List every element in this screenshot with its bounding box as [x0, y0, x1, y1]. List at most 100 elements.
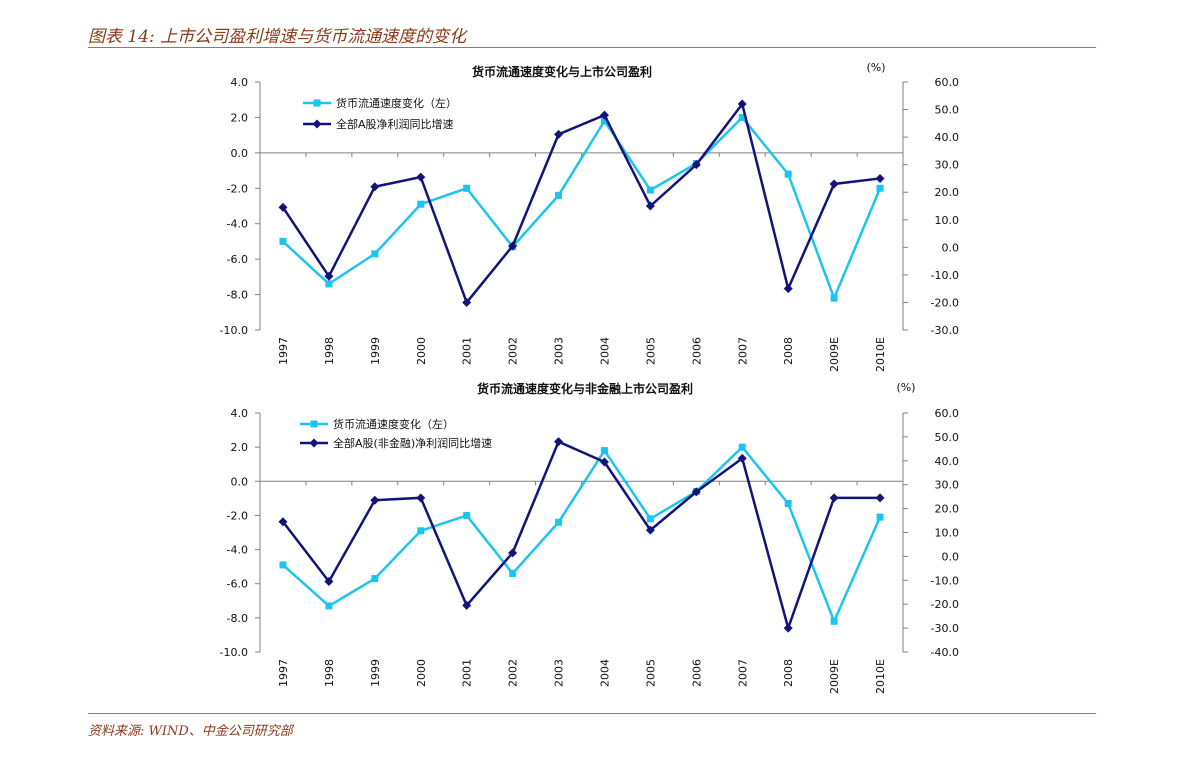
chart1-legend-2-marker [312, 119, 322, 129]
chart2-series-1-point [371, 575, 379, 583]
chart2-x-tick-label: 2004 [598, 659, 611, 687]
chart1-right-tick-label: 10.0 [935, 214, 960, 227]
chart1-right-tick-label: 20.0 [935, 186, 960, 199]
chart1-series-1-line [282, 115, 882, 302]
chart1-x-tick-label: 2000 [415, 337, 428, 365]
chart2-right-tick-label: 30.0 [935, 479, 960, 492]
chart1-legend-2-label: 全部A股净利润同比增速 [336, 117, 454, 131]
chart2-x-tick-label: 2001 [461, 659, 474, 687]
page-title: 图表 14: 上市公司盈利增速与货币流通速度的变化 [88, 27, 467, 47]
chart1-series-2-point [737, 99, 747, 109]
chart1-left-tick-label: 0.0 [231, 147, 249, 160]
chart1-series-2-point [783, 284, 793, 294]
chart1-x-tick-label: 2003 [553, 337, 566, 365]
chart2-right-tick-label: 40.0 [935, 455, 960, 468]
chart1-series-1-point [600, 117, 608, 125]
chart1-left-tick-label: -6.0 [227, 253, 248, 266]
chart1-series-1-point [738, 113, 746, 121]
chart1-series-1-point [555, 191, 563, 199]
chart2-x-tick-label: 2009E [828, 659, 841, 694]
chart2-left-tick-label: 0.0 [231, 475, 249, 488]
chart1-right-tick-label: 40.0 [935, 131, 960, 144]
chart2-series-2-point [370, 495, 380, 505]
chart1-series-2-point [508, 241, 518, 251]
chart2-legend-1-label: 货币流通速度变化（左） [333, 417, 454, 431]
chart2-series-2-point [783, 623, 793, 633]
chart1-left-tick-label: -10.0 [220, 324, 248, 337]
source-note: 资料来源: WIND、中金公司研究部 [88, 724, 293, 739]
chart1-series-2-line [281, 101, 881, 305]
chart2-series-2-point [508, 548, 518, 558]
chart2-legend-2-marker [309, 438, 319, 448]
chart1-x-tick-label: 2007 [736, 337, 749, 365]
chart2-series-1-point [555, 518, 563, 526]
chart2-left-tick-label: -6.0 [227, 578, 248, 591]
chart1-x-tick-label: 1997 [277, 337, 290, 365]
chart2-series-2-point [462, 600, 472, 610]
chart2-legend-1-marker [310, 420, 318, 428]
chart1-left-tick-label: -4.0 [227, 218, 248, 231]
chart2-series-2-point [691, 487, 701, 497]
chart1-right-tick-label: 60.0 [935, 76, 960, 89]
chart1-series-2-point [278, 202, 288, 212]
chart1-x-tick-label: 2006 [690, 337, 703, 365]
chart2-left-tick-label: -10.0 [220, 646, 248, 659]
chart2-x-tick-label: 1999 [369, 659, 382, 687]
chart2-series-2-point [554, 437, 564, 447]
chart2-series-2-point [737, 453, 747, 463]
chart1-legend-1-label: 货币流通速度变化（左） [336, 96, 457, 110]
chart2-series-1-point [509, 569, 517, 577]
chart2-series-1-point [876, 513, 884, 521]
chart1-left-tick-label: -2.0 [227, 182, 248, 195]
chart2-x-tick-label: 1998 [323, 659, 336, 687]
chart2-series-1-point [463, 511, 471, 519]
chart1-right-tick-label: -30.0 [931, 324, 959, 337]
chart2-series-2-point [324, 576, 334, 586]
chart1-series-1-point [646, 186, 654, 194]
chart1-x-tick-label: 1998 [323, 337, 336, 365]
chart1-unit-label: (%) [866, 61, 885, 74]
chart2-series-1-point [417, 527, 425, 535]
chart2-x-tick-label: 2000 [415, 659, 428, 687]
chart1-series-2-point [462, 297, 472, 307]
chart1-series-2-point [416, 172, 426, 182]
chart2-series-2-point [278, 517, 288, 527]
chart2-series-2-line [281, 440, 881, 633]
chart2-right-tick-label: -20.0 [931, 598, 959, 611]
chart2-series-2-point [875, 493, 885, 503]
chart2-series-2-point [829, 493, 839, 503]
chart2-right-tick-label: 0.0 [942, 550, 960, 563]
chart1-series-1-point [417, 200, 425, 208]
chart1-series-1-point [830, 294, 838, 302]
chart1-series-2-point [370, 182, 380, 192]
chart2-right-tick-label: -40.0 [931, 646, 959, 659]
chart2-x-tick-label: 2002 [507, 659, 520, 687]
chart1-series-2-point [554, 129, 564, 139]
chart1-legend-1-marker [313, 99, 321, 107]
chart2-series-2-point [645, 525, 655, 535]
chart1-series-2-point [875, 173, 885, 183]
chart2-left-tick-label: -4.0 [227, 544, 248, 557]
title-rule [88, 47, 1096, 48]
chart1-series-2-point [324, 271, 334, 281]
chart1-left-tick-label: -8.0 [227, 289, 248, 302]
chart1-left-tick-label: 4.0 [231, 76, 249, 89]
chart2-right-tick-label: 20.0 [935, 503, 960, 516]
chart2-series-1-point [279, 561, 287, 569]
chart2-series-1-point [830, 617, 838, 625]
chart1-right-tick-label: -20.0 [931, 296, 959, 309]
chart1-series-1-point [325, 280, 333, 288]
chart1-series-1-point [876, 184, 884, 192]
chart1-x-tick-label: 1999 [369, 337, 382, 365]
chart1-series-2-point [691, 160, 701, 170]
chart2-series-1-point [784, 499, 792, 507]
chart2-left-tick-label: 2.0 [231, 441, 249, 454]
chart1-series-1-point [371, 250, 379, 258]
source-rule [88, 713, 1096, 714]
chart1-x-tick-label: 2010E [874, 337, 887, 372]
chart1-series-1-point [784, 170, 792, 178]
chart2-unit-label: (%) [896, 381, 915, 394]
chart2-left-tick-label: -8.0 [227, 612, 248, 625]
chart1-x-tick-label: 2009E [828, 337, 841, 372]
